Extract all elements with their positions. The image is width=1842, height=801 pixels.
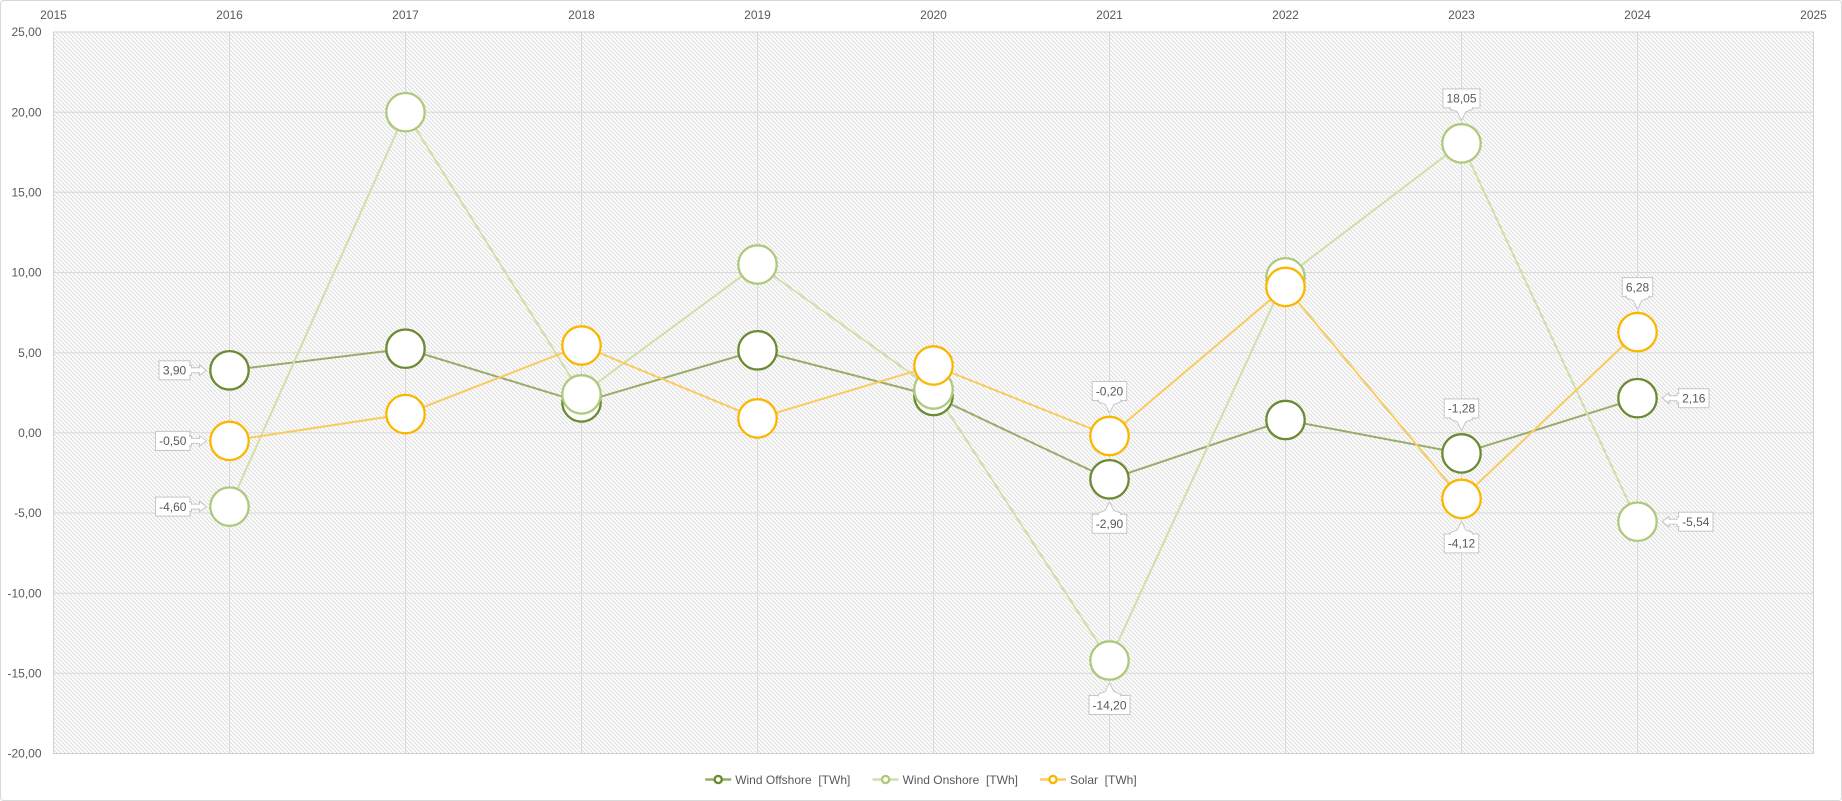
svg-text:Wind Onshore [TWh]: Wind Onshore [TWh]: [903, 773, 1018, 787]
svg-text:-0,20: -0,20: [1096, 384, 1124, 398]
svg-text:2025: 2025: [1800, 8, 1827, 22]
svg-text:-0,50: -0,50: [159, 434, 187, 448]
svg-text:2018: 2018: [568, 8, 595, 22]
svg-text:18,05: 18,05: [1446, 92, 1476, 106]
svg-text:2016: 2016: [216, 8, 243, 22]
svg-text:0,00: 0,00: [18, 426, 42, 440]
svg-text:-14,20: -14,20: [1092, 698, 1126, 712]
svg-text:10,00: 10,00: [11, 266, 41, 280]
svg-text:2019: 2019: [744, 8, 771, 22]
svg-text:Solar [TWh]: Solar [TWh]: [1070, 773, 1137, 787]
svg-text:-5,00: -5,00: [14, 506, 42, 520]
svg-text:2023: 2023: [1448, 8, 1475, 22]
svg-text:2022: 2022: [1272, 8, 1299, 22]
svg-text:2020: 2020: [920, 8, 947, 22]
svg-text:-20,00: -20,00: [7, 747, 41, 761]
svg-text:2024: 2024: [1624, 8, 1651, 22]
svg-text:3,90: 3,90: [163, 364, 187, 378]
svg-text:-4,60: -4,60: [159, 500, 187, 514]
svg-text:-4,12: -4,12: [1448, 537, 1476, 551]
svg-text:2017: 2017: [392, 8, 419, 22]
svg-text:2015: 2015: [40, 8, 67, 22]
svg-text:-5,54: -5,54: [1682, 515, 1710, 529]
svg-text:25,00: 25,00: [11, 25, 41, 39]
svg-text:2021: 2021: [1096, 8, 1123, 22]
svg-text:15,00: 15,00: [11, 186, 41, 200]
svg-text:6,28: 6,28: [1626, 280, 1650, 294]
svg-text:-15,00: -15,00: [7, 667, 41, 681]
svg-text:5,00: 5,00: [18, 346, 42, 360]
svg-text:-2,90: -2,90: [1096, 517, 1124, 531]
svg-text:2,16: 2,16: [1682, 392, 1706, 406]
svg-text:Wind Offshore [TWh]: Wind Offshore [TWh]: [735, 773, 850, 787]
svg-text:20,00: 20,00: [11, 105, 41, 119]
svg-text:-10,00: -10,00: [7, 586, 41, 600]
svg-text:-1,28: -1,28: [1448, 402, 1476, 416]
